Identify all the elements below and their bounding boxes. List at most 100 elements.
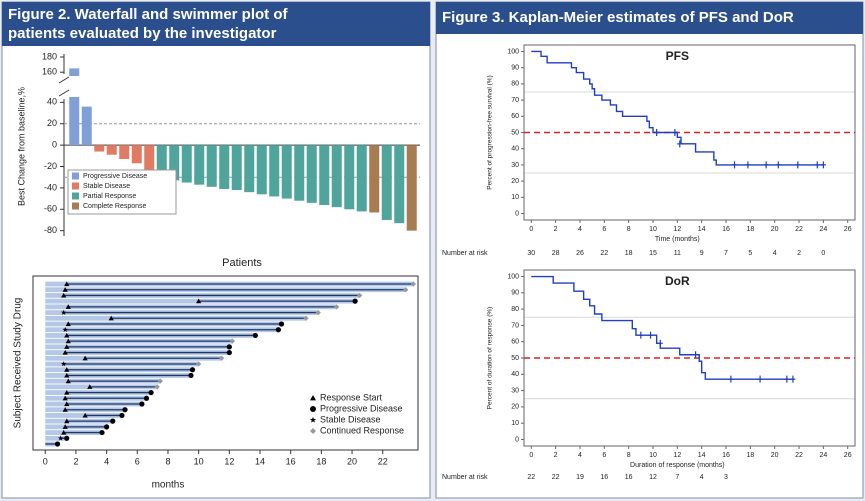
triangle-marker [62,407,68,412]
x-tick-label: 0 [43,456,48,466]
triangle-marker [82,412,88,418]
censor-mark [728,375,734,383]
y-tick-label: 10 [511,194,519,201]
bar [281,145,292,199]
x-tick-label: 18 [316,456,326,466]
legend-symbol [309,416,317,423]
legend-label: Partial Response [83,193,136,200]
diamond-marker [219,355,225,361]
swim-bar [45,413,122,418]
x-tick-label: 16 [722,226,730,233]
censor-mark [732,161,738,169]
circle-marker [275,327,282,333]
x-tick-label: 20 [347,456,357,466]
diamond-marker [196,361,202,367]
x-tick-label: 2 [554,452,558,459]
risk-count: 4 [773,250,777,257]
legend-label: Stable Disease [83,183,130,190]
y-tick-label: 10 [511,420,519,427]
circle-marker [139,401,145,407]
risk-count: 2 [797,250,801,257]
risk-count: 7 [724,250,728,257]
bar [231,145,242,191]
x-tick-label: 18 [746,226,754,233]
y-tick-label: 20 [47,118,57,128]
triangle-marker [64,389,70,395]
y-axis-label: Best Change from baseline,% [16,87,26,206]
legend-label: Complete Response [83,203,147,210]
y-tick-label: 50 [511,129,519,136]
x-tick-label: 12 [224,456,234,466]
circle-marker [188,372,194,379]
triangle-marker [61,429,67,435]
triangle-marker [108,315,114,321]
circle-marker [64,435,70,441]
diamond-marker [403,287,409,293]
bar [269,145,280,197]
survival-curve [531,50,824,166]
legend-swatch [72,172,79,180]
y-tick-label: 180 [42,51,57,61]
x-tick-label: 22 [378,456,388,466]
circle-marker [252,332,259,339]
y-tick-label: 70 [511,322,519,329]
right-panel [435,1,864,499]
risk-count: 18 [625,250,633,257]
risk-count: 3 [724,474,728,481]
x-tick-label: 22 [795,226,803,233]
censor-mark [820,161,826,169]
x-tick-label: 14 [698,226,706,233]
x-axis-label: Patients [222,257,262,269]
triangle-marker [62,395,68,401]
x-tick-label: 22 [795,452,803,459]
y-tick-label: -40 [44,182,57,192]
diamond-marker [315,309,321,316]
x-axis-label: Duration of response (months) [630,462,725,469]
y-tick-label: 20 [511,404,519,411]
censor-mark [638,331,644,339]
bar [319,145,330,205]
chart-title: DoR [665,274,690,288]
x-axis-label: months [152,480,185,491]
y-tick-label: -20 [44,161,57,171]
triangle-marker [65,304,71,309]
y-tick-label: 90 [511,65,519,72]
y-tick-label: -80 [44,225,57,235]
star-marker [62,326,68,333]
circle-marker [189,367,196,373]
triangle-marker [64,281,70,287]
risk-count: 12 [649,474,657,481]
censor-mark [775,161,781,169]
circle-marker [148,389,154,396]
chart-title: PFS [666,49,689,63]
x-tick-label: 8 [627,452,631,459]
y-tick-label: 0 [515,436,519,443]
censor-mark [795,161,801,169]
x-tick-label: 26 [844,226,852,233]
legend-symbol [310,406,316,412]
circle-marker [278,321,285,327]
x-tick-label: 2 [554,226,558,233]
right-header [436,2,863,34]
legend-label: Stable Disease [320,414,381,424]
censor-mark [763,161,769,169]
legend-box [67,169,177,215]
y-tick-label: 0 [515,210,519,217]
x-tick-label: 20 [771,452,779,459]
bar [381,145,392,220]
censor-mark [648,331,654,339]
plot-frame [32,275,419,451]
circle-marker [110,418,116,424]
x-tick-label: 10 [649,226,657,233]
y-tick-label: 100 [507,48,519,55]
bar [369,145,380,213]
bar [244,145,255,193]
triangle-marker [196,298,202,304]
risk-count: 7 [675,474,679,481]
triangle-marker [65,378,71,384]
x-tick-label: 6 [602,452,606,459]
legend-swatch [72,182,79,190]
risk-count: 28 [552,250,560,257]
triangle-marker [64,332,70,338]
